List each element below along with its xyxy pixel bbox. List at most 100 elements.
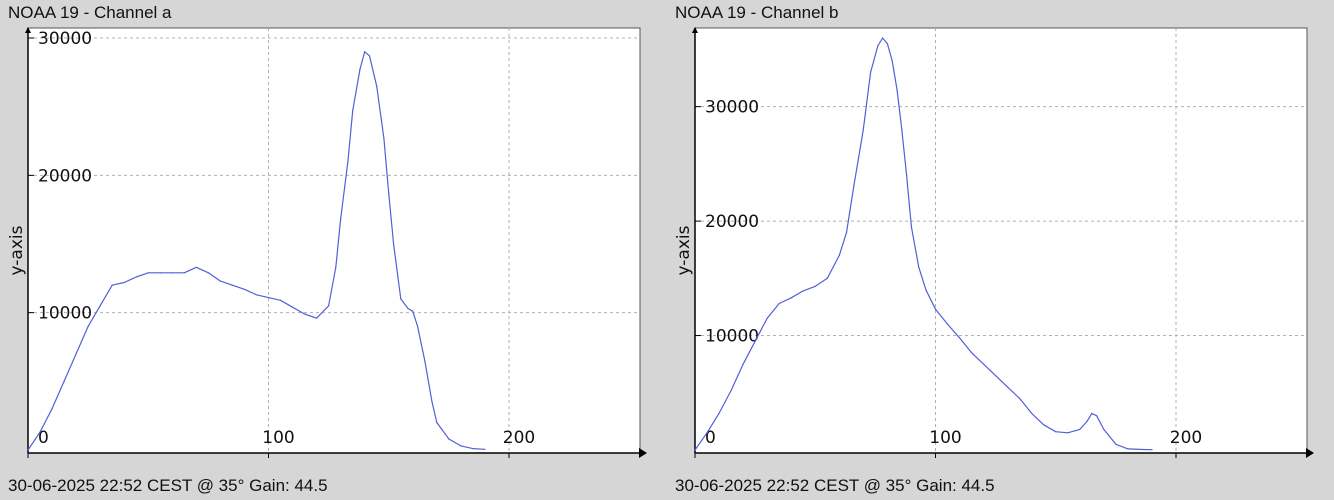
- x-tick-label: 200: [503, 428, 535, 448]
- data-point: [448, 438, 450, 440]
- data-point: [1031, 412, 1033, 414]
- data-point: [87, 325, 89, 327]
- data-point: [123, 281, 125, 284]
- chart-panel-b: NOAA 19 - Channel b 0 100 200 10000 20000 300…: [667, 0, 1334, 500]
- data-point: [392, 243, 395, 245]
- data-point: [1127, 448, 1129, 450]
- data-point: [983, 363, 985, 365]
- data-point: [460, 445, 462, 447]
- data-point: [75, 353, 77, 355]
- y-axis-label: y-axis: [674, 225, 694, 275]
- data-point: [407, 307, 409, 310]
- data-point: [51, 408, 53, 410]
- data-point: [1079, 428, 1081, 430]
- data-point: [918, 266, 920, 268]
- x-tick-label: 0: [705, 428, 716, 448]
- y-tick-label: 30000: [705, 98, 759, 118]
- data-point: [472, 448, 474, 450]
- data-point: [231, 284, 234, 286]
- series-line: [27, 51, 485, 451]
- plot-area: [694, 27, 1308, 454]
- data-point: [802, 290, 804, 292]
- data-point: [790, 297, 792, 299]
- data-point: [1103, 428, 1105, 430]
- data-point: [946, 323, 949, 325]
- data-point: [1096, 415, 1098, 417]
- data-point: [183, 272, 185, 274]
- data-point: [995, 375, 997, 377]
- data-point: [862, 128, 864, 131]
- data-point: [347, 161, 349, 163]
- y-tick-label: 20000: [705, 212, 759, 232]
- data-point: [730, 389, 732, 392]
- data-point: [970, 352, 973, 354]
- chart-title: NOAA 19 - Channel a: [8, 3, 172, 22]
- data-point: [359, 68, 361, 71]
- data-point: [958, 337, 961, 339]
- data-point: [718, 412, 720, 414]
- data-point: [352, 110, 354, 112]
- data-point: [1086, 420, 1088, 422]
- data-point: [364, 51, 366, 53]
- data-point: [195, 266, 197, 268]
- data-point: [400, 298, 402, 300]
- data-point: [219, 280, 221, 282]
- y-axis-arrow: [25, 27, 31, 33]
- data-point: [99, 305, 101, 307]
- data-point: [1067, 432, 1069, 434]
- data-point: [291, 306, 294, 308]
- data-point: [1139, 448, 1141, 451]
- data-point: [814, 285, 816, 287]
- data-point: [383, 137, 385, 139]
- data-point: [267, 296, 270, 299]
- data-point: [303, 313, 306, 315]
- data-point: [63, 380, 65, 382]
- data-point: [826, 277, 828, 279]
- y-tick-label: 20000: [38, 166, 92, 186]
- chart-svg-a: 0 100 200 10000 20000 30000 y-axis: [7, 27, 647, 458]
- data-point: [135, 276, 137, 278]
- data-point: [886, 43, 888, 45]
- data-point: [901, 128, 903, 131]
- y-tick-label: 30000: [38, 29, 92, 49]
- data-point: [910, 226, 913, 228]
- x-tick-label: 100: [262, 428, 294, 448]
- data-point: [39, 431, 41, 433]
- data-point: [1007, 386, 1009, 388]
- x-tick-label: 0: [38, 428, 49, 448]
- data-point: [243, 288, 246, 290]
- data-point: [424, 360, 426, 362]
- data-point: [335, 266, 337, 268]
- data-point: [1115, 443, 1117, 445]
- data-point: [412, 310, 414, 312]
- x-axis-arrow: [1306, 448, 1314, 458]
- chart-footer: 30-06-2025 22:52 CEST @ 35° Gain: 44.5: [8, 476, 328, 495]
- data-point: [255, 294, 258, 296]
- data-point: [316, 317, 318, 319]
- x-tick-label: 100: [929, 428, 961, 448]
- data-point: [1019, 397, 1021, 400]
- data-point: [754, 340, 756, 342]
- x-axis-arrow: [639, 448, 647, 458]
- y-tick-label: 10000: [38, 304, 92, 324]
- data-point: [766, 317, 768, 319]
- data-point: [891, 60, 893, 62]
- data-point: [111, 284, 113, 286]
- data-point: [896, 88, 898, 91]
- data-point: [706, 432, 708, 434]
- data-point: [171, 272, 173, 274]
- data-point: [869, 71, 872, 73]
- chart-title: NOAA 19 - Channel b: [675, 3, 839, 22]
- x-tick-label: 200: [1170, 428, 1202, 448]
- data-point: [207, 272, 209, 274]
- plot-area: [27, 27, 641, 454]
- y-axis-arrow: [692, 27, 698, 33]
- data-point: [845, 231, 848, 234]
- chart-panel-a: NOAA 19 - Channel a 0 100 200 10000 20000 300…: [7, 3, 647, 495]
- data-point: [368, 55, 371, 57]
- y-axis-label: y-axis: [7, 225, 27, 275]
- data-point: [934, 308, 937, 310]
- series-line: [694, 37, 1152, 451]
- data-point: [388, 192, 390, 194]
- data-point: [328, 305, 330, 307]
